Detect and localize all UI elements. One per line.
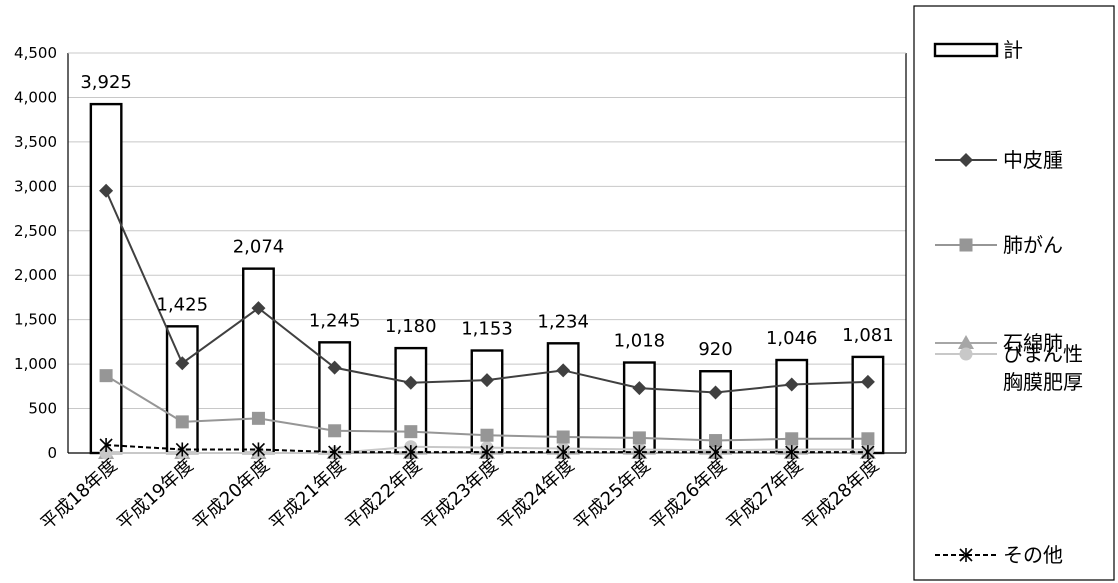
y-tick-label: 4,500 bbox=[14, 44, 57, 62]
bar-value-label: 1,153 bbox=[461, 319, 513, 340]
y-tick-label: 2,000 bbox=[14, 266, 57, 284]
series-point bbox=[556, 430, 570, 444]
y-tick-label: 1,500 bbox=[14, 311, 57, 329]
bar-value-label: 3,925 bbox=[80, 72, 132, 93]
series-point bbox=[175, 356, 190, 371]
legend-marker bbox=[959, 347, 973, 361]
legend-label: その他 bbox=[1003, 543, 1063, 567]
series-point bbox=[708, 445, 723, 460]
bar-value-label: 1,425 bbox=[157, 294, 209, 315]
bar-total bbox=[242, 267, 275, 455]
legend-marker bbox=[958, 335, 974, 349]
x-tick-label: 平成24年度 bbox=[494, 455, 579, 534]
series-point bbox=[175, 415, 189, 429]
x-tick-label: 平成23年度 bbox=[418, 455, 503, 534]
x-tick-label: 平成20年度 bbox=[189, 455, 274, 534]
bar-value-label: 1,046 bbox=[766, 328, 818, 349]
series-point bbox=[861, 432, 875, 446]
y-tick-label: 0 bbox=[47, 444, 57, 462]
x-tick-label: 平成26年度 bbox=[646, 455, 731, 534]
series-point bbox=[861, 445, 875, 460]
series-point bbox=[708, 385, 723, 400]
y-tick-label: 3,000 bbox=[14, 177, 57, 195]
series-point bbox=[99, 438, 113, 452]
series-point bbox=[251, 442, 266, 457]
legend-marker bbox=[959, 548, 973, 562]
series-point bbox=[99, 369, 113, 383]
series-point bbox=[632, 445, 646, 460]
series-point bbox=[784, 377, 799, 392]
series-point bbox=[327, 360, 342, 375]
series-point bbox=[556, 363, 571, 378]
x-tick-label: 平成19年度 bbox=[113, 455, 198, 534]
legend-label: 石綿肺 bbox=[1003, 331, 1063, 355]
series-line bbox=[106, 444, 868, 454]
y-tick-label: 2,500 bbox=[14, 222, 57, 240]
y-tick-label: 3,500 bbox=[14, 133, 57, 151]
y-tick-label: 1,000 bbox=[14, 355, 57, 373]
x-tick-label: 平成25年度 bbox=[570, 455, 655, 534]
series-point bbox=[785, 432, 799, 446]
series-point bbox=[480, 445, 494, 460]
bar-value-label: 1,234 bbox=[537, 311, 589, 332]
legend-label: 肺がん bbox=[1003, 233, 1063, 257]
series-point bbox=[251, 411, 265, 425]
bar-value-label: 2,074 bbox=[233, 237, 285, 258]
series-point bbox=[251, 301, 266, 316]
legend-marker bbox=[959, 153, 973, 167]
legend-label: びまん性 bbox=[1003, 342, 1083, 366]
bar-value-label: 1,180 bbox=[385, 316, 437, 337]
series-point bbox=[404, 445, 418, 460]
y-tick-label: 4,000 bbox=[14, 88, 57, 106]
x-tick-label: 平成18年度 bbox=[37, 455, 122, 534]
bar-total bbox=[89, 102, 123, 455]
y-tick-label: 500 bbox=[28, 400, 57, 418]
y-axis: 0 500 1,000 1,500 2,000 2,500 3,000 3,500 4,000 4… bbox=[14, 44, 57, 462]
series-point bbox=[785, 445, 799, 460]
x-tick-label: 平成22年度 bbox=[342, 455, 427, 534]
bar-value-label: 1,018 bbox=[614, 331, 666, 352]
legend-label: 中皮腫 bbox=[1003, 148, 1063, 172]
legend-swatch-total bbox=[933, 42, 999, 58]
series-point bbox=[328, 424, 342, 438]
x-tick-label: 平成28年度 bbox=[799, 455, 884, 534]
data-labels: 3,925 1,425 2,074 1,245 1,180 1,153 1,234 1,018… bbox=[80, 72, 893, 360]
bar-value-label: 920 bbox=[698, 339, 732, 360]
legend-box bbox=[913, 5, 1115, 581]
series-point bbox=[709, 434, 723, 448]
bar-value-label: 1,245 bbox=[309, 310, 361, 331]
series-point bbox=[175, 442, 189, 457]
series-point bbox=[328, 445, 342, 460]
series-point bbox=[480, 428, 494, 442]
series-point bbox=[480, 373, 494, 388]
series-point bbox=[632, 381, 647, 396]
series-point bbox=[556, 445, 570, 460]
series-point bbox=[403, 375, 418, 390]
series-point bbox=[99, 446, 113, 460]
total-bars bbox=[89, 102, 885, 455]
series-point bbox=[632, 431, 646, 445]
series-lines bbox=[98, 183, 876, 460]
legend-label: 胸膜肥厚 bbox=[1003, 370, 1083, 394]
bar-value-label: 1,081 bbox=[842, 325, 894, 346]
legend-marker bbox=[959, 238, 973, 252]
legend-label-total: 計 bbox=[1003, 38, 1023, 62]
bar-total bbox=[165, 325, 199, 455]
series-point bbox=[404, 425, 418, 439]
series-point bbox=[860, 374, 875, 389]
x-axis: 平成18年度平成19年度平成20年度平成21年度平成22年度平成23年度平成24… bbox=[37, 455, 883, 534]
x-tick-label: 平成21年度 bbox=[265, 455, 350, 534]
x-tick-label: 平成27年度 bbox=[722, 455, 807, 534]
series-point bbox=[99, 183, 114, 198]
